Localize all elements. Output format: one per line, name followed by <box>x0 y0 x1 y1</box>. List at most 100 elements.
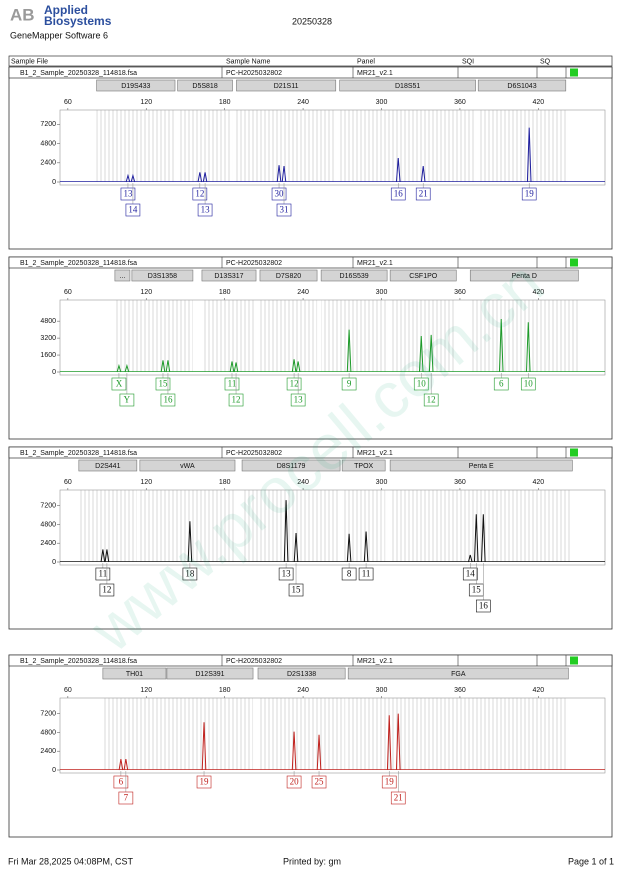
sample-file: B1_2_Sample_20250328_114818.fsa <box>20 658 137 665</box>
allele-label: 12 <box>232 395 241 405</box>
allele-label: 20 <box>290 777 300 787</box>
y-tick-label: 7200 <box>40 502 56 509</box>
info-row <box>8 654 613 667</box>
peak <box>386 715 392 771</box>
allele-box <box>413 377 429 391</box>
column-header <box>8 55 613 67</box>
peak <box>160 360 166 373</box>
locus-name: Penta E <box>469 463 494 470</box>
x-tick-label: 360 <box>454 289 466 296</box>
locus-name: D19S433 <box>121 83 150 90</box>
info-row <box>8 446 613 459</box>
bin-area <box>390 300 457 372</box>
y-tick-label: 0 <box>52 559 56 566</box>
peak <box>467 554 473 563</box>
bin-area <box>321 300 388 372</box>
plot-frame <box>59 697 606 774</box>
allele-box <box>390 791 406 805</box>
allele-label: 13 <box>201 205 211 215</box>
x-tick-label: 240 <box>297 289 309 296</box>
peak <box>125 173 131 183</box>
locus-name: vWA <box>180 463 195 470</box>
allele-box <box>160 393 176 407</box>
locus-bar <box>201 269 257 282</box>
allele-box <box>224 377 240 391</box>
allele-box <box>290 393 306 407</box>
bin-area <box>258 698 346 770</box>
bin-area <box>470 300 579 372</box>
y-tick-label: 7200 <box>40 710 56 717</box>
x-tick-label: 420 <box>533 289 545 296</box>
plot-frame <box>59 109 606 186</box>
allele-box <box>120 187 136 201</box>
quality-flag <box>570 656 578 665</box>
bin-area <box>96 110 176 182</box>
locus-bar <box>257 667 346 680</box>
peak <box>123 758 129 771</box>
allele-box <box>271 187 287 201</box>
allele-box <box>286 775 302 789</box>
x-tick-label: 360 <box>454 687 466 694</box>
allele-box <box>493 377 509 391</box>
sample-file: B1_2_Sample_20250328_114818.fsa <box>20 70 137 77</box>
allele-box <box>521 187 537 201</box>
x-tick-label: 360 <box>454 99 466 106</box>
x-tick-label: 240 <box>297 687 309 694</box>
allele-label: 8 <box>347 569 352 579</box>
quality-flag <box>570 68 578 77</box>
allele-box <box>276 203 292 217</box>
peak <box>525 322 531 373</box>
allele-box <box>462 567 478 581</box>
company: Applied <box>44 3 88 17</box>
peak <box>473 514 479 563</box>
allele-label: 12 <box>102 585 111 595</box>
allele-box <box>390 187 406 201</box>
y-tick-label: 0 <box>52 369 56 376</box>
peak <box>165 360 171 373</box>
locus-name: D21S11 <box>274 83 299 90</box>
peak <box>481 514 486 563</box>
bin-area <box>478 110 566 182</box>
bin-area <box>339 110 476 182</box>
footer-page: Page 1 of 1 <box>568 856 614 866</box>
locus-bar <box>102 667 167 680</box>
allele-box <box>95 567 111 581</box>
column-label: SQ <box>540 58 551 65</box>
peak <box>346 329 352 373</box>
plot-frame <box>59 299 606 376</box>
allele-box <box>125 203 141 217</box>
peak <box>229 361 235 373</box>
allele-box <box>415 187 431 201</box>
panel-name: MR21_v2.1 <box>357 260 393 267</box>
plot-frame <box>59 489 606 566</box>
x-tick-label: 180 <box>219 479 231 486</box>
allele-label: 11 <box>99 569 108 579</box>
locus-name: ... <box>119 273 125 280</box>
bin-area <box>242 490 341 562</box>
peak <box>187 521 193 563</box>
locus-name: D8S1179 <box>277 463 306 470</box>
locus-name: D5S818 <box>192 83 217 90</box>
locus-bar <box>389 459 573 472</box>
x-tick-label: 180 <box>219 687 231 694</box>
locus-name: D13S317 <box>214 273 243 280</box>
locus-name: TH01 <box>126 671 143 678</box>
company: Biosystems <box>44 14 112 28</box>
y-tick-label: 7200 <box>40 121 56 128</box>
peak <box>202 172 208 183</box>
peak <box>104 549 110 563</box>
allele-label: 14 <box>128 205 138 215</box>
sample-name: PC-H2025032802 <box>226 450 282 457</box>
locus-name: FGA <box>451 671 466 678</box>
bin-area <box>139 490 236 562</box>
allele-label: 16 <box>394 189 404 199</box>
locus-bar <box>347 667 569 680</box>
locus-name: D12S391 <box>195 671 224 678</box>
allele-label: 19 <box>525 189 535 199</box>
allele-label: 11 <box>228 379 237 389</box>
bin-area <box>78 490 137 562</box>
allele-box <box>196 775 212 789</box>
peak <box>291 359 297 373</box>
x-tick-label: 180 <box>219 99 231 106</box>
